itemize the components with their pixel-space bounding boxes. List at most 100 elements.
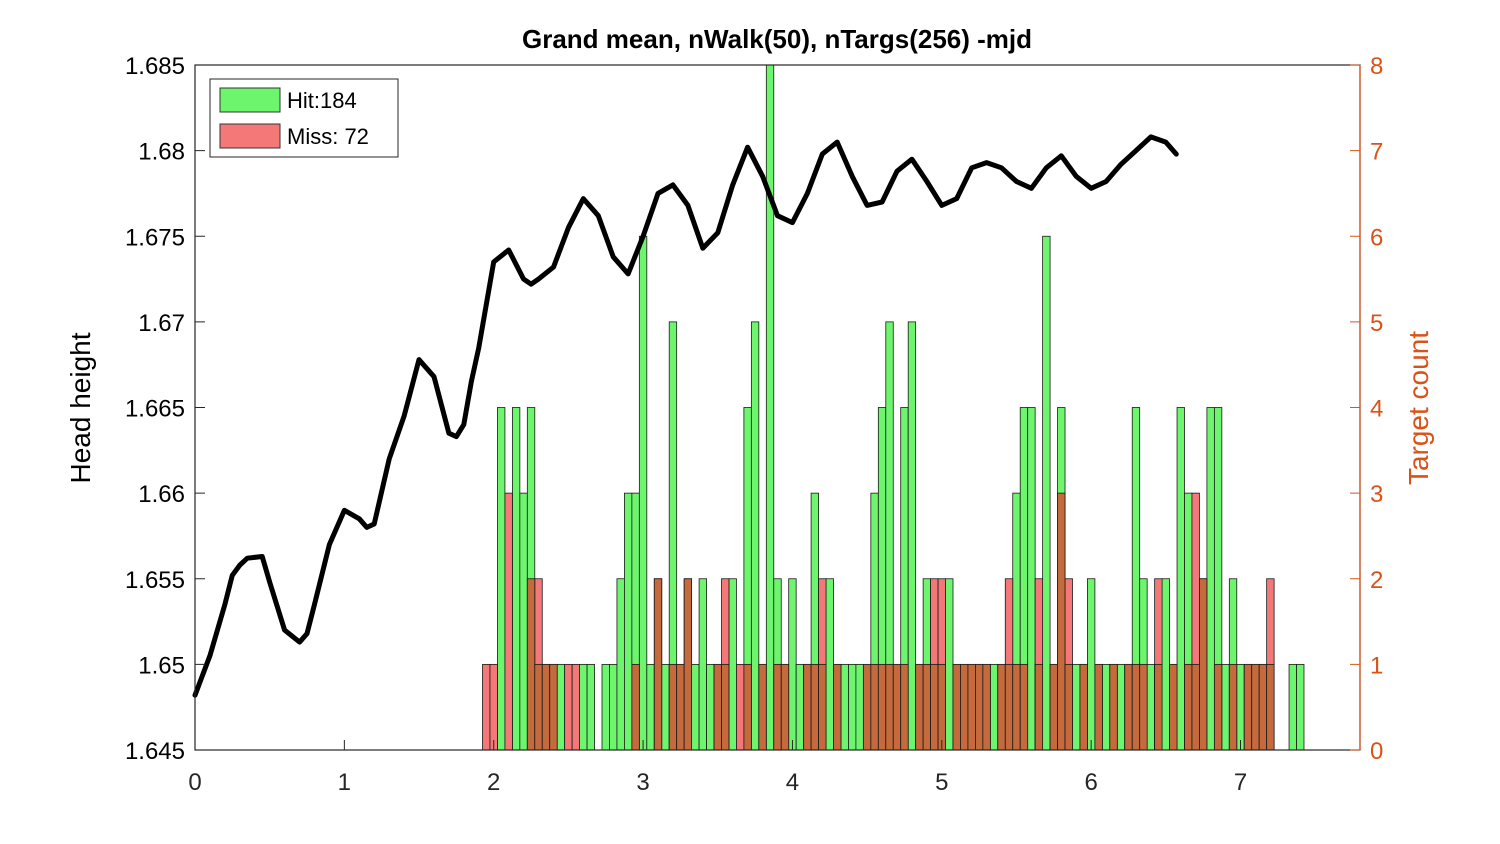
- bar-overlap: [997, 663, 1006, 751]
- bar-overlap: [1094, 663, 1103, 751]
- bar-hit: [616, 578, 625, 751]
- bar-overlap: [1228, 663, 1238, 751]
- bar-overlap: [915, 663, 924, 751]
- y-tick-label: 1.67: [138, 310, 185, 337]
- bar-miss: [564, 663, 573, 751]
- y-tick-label: 1.655: [125, 567, 185, 594]
- bar-hit: [1206, 407, 1215, 751]
- bar-hit: [1101, 663, 1111, 751]
- bar-overlap: [773, 663, 782, 751]
- bar-hit: [1288, 663, 1297, 751]
- bar-overlap: [1266, 663, 1275, 751]
- bar-hit: [624, 492, 633, 751]
- bar-hit: [1221, 663, 1230, 751]
- bar-hit: [511, 407, 521, 751]
- bar-overlap: [975, 663, 984, 751]
- bars-group: [482, 64, 1305, 751]
- bar-hit: [788, 578, 797, 751]
- legend-label-hit: Hit:184: [287, 88, 357, 113]
- x-tick-label: 2: [487, 769, 500, 796]
- head-height-line: [192, 134, 1179, 698]
- bar-overlap: [713, 663, 722, 751]
- bar-overlap: [937, 663, 946, 751]
- x-tick-label: 0: [188, 769, 201, 796]
- bar-hit: [601, 663, 610, 751]
- bar-overlap: [549, 663, 558, 751]
- y-tick-label-right: 3: [1370, 481, 1383, 508]
- bar-overlap: [721, 663, 730, 751]
- bar-overlap: [892, 663, 902, 751]
- bar-overlap: [1191, 663, 1200, 751]
- bar-overlap: [1109, 663, 1118, 751]
- bar-miss: [504, 492, 513, 751]
- bar-overlap: [1154, 663, 1163, 751]
- bar-hit: [609, 663, 618, 751]
- bar-overlap: [1034, 663, 1044, 751]
- legend-label-miss: Miss: 72: [287, 124, 369, 149]
- bar-overlap: [1064, 663, 1073, 751]
- y-tick-label-right: 4: [1370, 396, 1383, 423]
- bar-hit: [848, 663, 857, 751]
- bar-hit: [825, 578, 834, 751]
- bar-overlap: [982, 663, 991, 751]
- legend-swatch-miss: [219, 123, 281, 149]
- y-tick-label-right: 8: [1370, 53, 1383, 80]
- bar-miss: [482, 663, 491, 751]
- bar-hit: [795, 663, 805, 751]
- bar-overlap: [810, 663, 819, 751]
- bar-overlap: [1139, 663, 1148, 751]
- bar-hit: [698, 578, 707, 751]
- y-tick-label-right: 1: [1370, 652, 1383, 679]
- bar-hit: [907, 321, 917, 751]
- legend: Hit:184 Miss: 72: [209, 78, 399, 158]
- bar-overlap: [862, 663, 872, 751]
- bar-hit: [750, 321, 760, 751]
- bar-hit: [706, 663, 715, 751]
- y-tick-label-right: 7: [1370, 139, 1383, 166]
- bar-hit: [1087, 578, 1096, 751]
- bar-hit: [646, 663, 655, 751]
- bar-overlap: [1079, 663, 1088, 751]
- bar-overlap: [743, 663, 752, 751]
- bar-overlap: [1019, 663, 1029, 751]
- x-tick-label: 7: [1234, 769, 1247, 796]
- bar-hit: [765, 64, 775, 751]
- bar-overlap: [900, 663, 909, 751]
- legend-swatch-hit: [219, 87, 281, 113]
- x-axis: 0 1 2 3 4 5 6 7: [188, 740, 1247, 796]
- bar-overlap: [870, 663, 879, 751]
- y-tick-label: 1.675: [125, 224, 185, 251]
- x-tick-label: 3: [636, 769, 649, 796]
- bar-hit: [840, 663, 849, 751]
- bar-miss: [736, 663, 745, 751]
- bar-hit: [661, 663, 670, 751]
- x-tick-label: 6: [1084, 769, 1097, 796]
- y-tick-label: 1.68: [138, 139, 185, 166]
- bar-hit: [1296, 663, 1305, 751]
- bar-hit: [586, 663, 595, 751]
- bar-overlap: [877, 663, 887, 751]
- bar-overlap: [631, 663, 640, 751]
- bar-hit: [1027, 407, 1036, 751]
- bar-overlap: [960, 663, 969, 751]
- bar-overlap: [1251, 663, 1260, 751]
- bar-hit: [855, 663, 864, 751]
- chart-title: Grand mean, nWalk(50), nTargs(256) -mjd: [522, 24, 1032, 54]
- bar-overlap: [967, 663, 976, 751]
- bar-hit: [1072, 663, 1081, 751]
- bar-hit: [556, 663, 566, 751]
- bar-overlap: [676, 663, 685, 751]
- y-tick-label-right: 0: [1370, 738, 1383, 765]
- bar-overlap: [683, 578, 693, 751]
- bar-overlap: [1012, 663, 1021, 751]
- y-tick-label-right: 2: [1370, 567, 1383, 594]
- bar-overlap: [653, 578, 663, 751]
- bar-miss: [489, 663, 498, 751]
- x-tick-label: 4: [786, 769, 799, 796]
- bar-overlap: [1169, 663, 1178, 751]
- bar-overlap: [534, 663, 543, 751]
- bar-overlap: [1004, 663, 1014, 751]
- y-axis-right: 0 1 2 3 4 5 6 7 8: [1350, 53, 1383, 765]
- bar-overlap: [668, 663, 678, 751]
